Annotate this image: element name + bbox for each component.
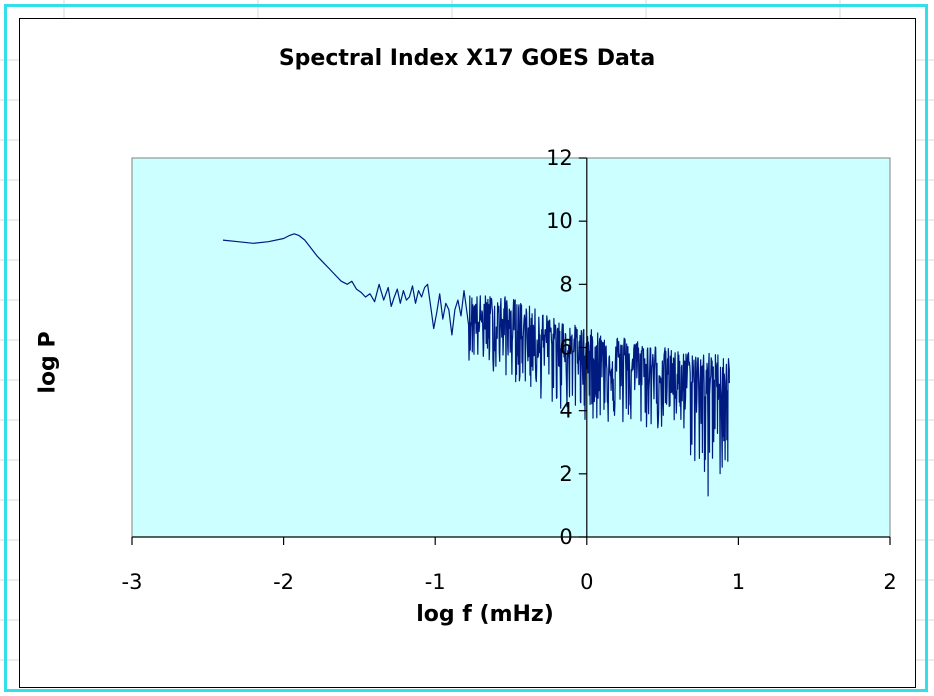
y-tick-label: 0 — [559, 525, 572, 549]
y-tick-label: 12 — [546, 146, 573, 170]
series-line — [222, 233, 730, 497]
y-tick-label: 6 — [559, 336, 572, 360]
x-tick-label: 0 — [580, 570, 593, 594]
y-tick-label: 10 — [546, 209, 573, 233]
x-tick-label: -1 — [425, 570, 446, 594]
y-tick-label: 2 — [559, 462, 572, 486]
x-axis-label: log f (mHz) — [416, 602, 554, 627]
chart-selection-border[interactable] — [4, 4, 928, 692]
x-tick-label: 1 — [732, 570, 745, 594]
x-tick-label: 2 — [883, 570, 896, 594]
x-tick-label: -3 — [122, 570, 143, 594]
chart-title: Spectral Index X17 GOES Data — [278, 46, 656, 71]
x-tick-label: -2 — [273, 570, 294, 594]
y-tick-label: 4 — [559, 399, 572, 423]
y-tick-label: 8 — [559, 272, 572, 296]
series-layer — [222, 233, 730, 497]
